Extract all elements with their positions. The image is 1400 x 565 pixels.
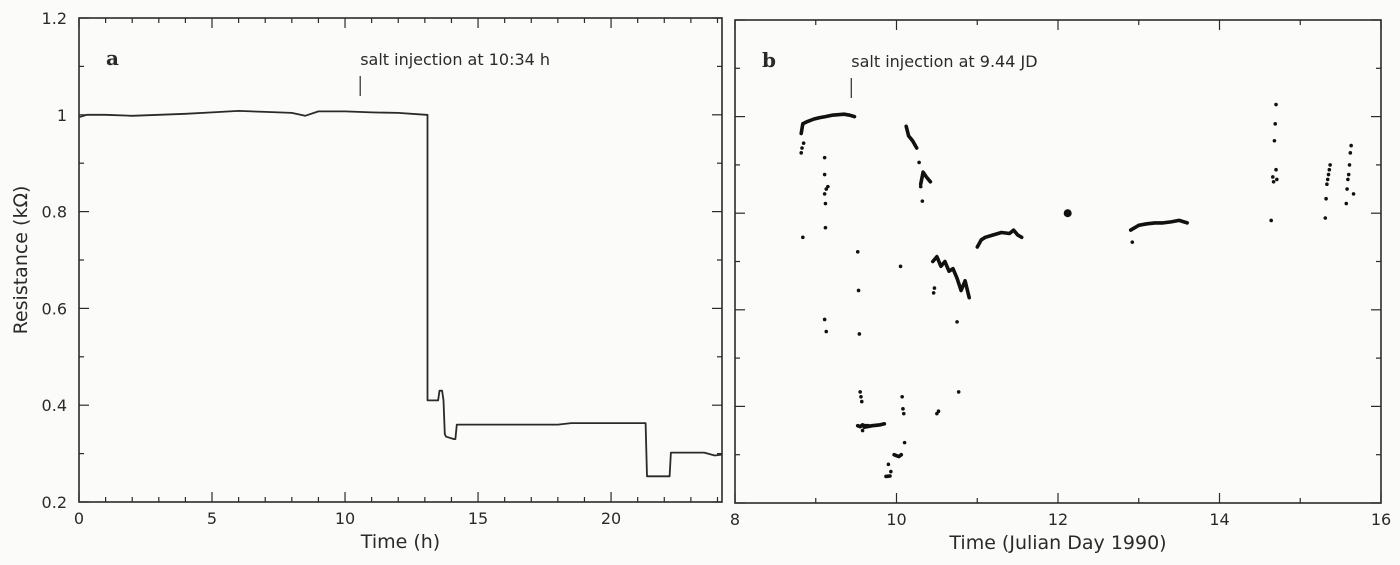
data-point — [1274, 168, 1278, 172]
data-point — [1352, 192, 1356, 196]
panel-b-resistance-vs-julian-day: 8 10 12 14 16 Time (Julian Day 1990) b salt inj… — [730, 20, 1391, 554]
x-tick-label: 14 — [1209, 510, 1229, 529]
data-point — [1328, 168, 1332, 172]
data-line — [79, 111, 722, 476]
data-point — [919, 185, 923, 189]
x-axis-label: Time (Julian Day 1990) — [948, 532, 1166, 554]
data-point — [887, 463, 891, 467]
data-point — [1324, 197, 1328, 201]
data-point — [823, 192, 827, 196]
data-point — [1347, 173, 1351, 177]
data-point — [857, 289, 861, 293]
data-cluster — [894, 455, 901, 457]
data-point — [824, 330, 828, 334]
data-point — [1273, 122, 1277, 126]
data-point — [1327, 173, 1331, 177]
data-point — [1271, 175, 1275, 179]
data-point — [801, 236, 805, 240]
data-cluster — [977, 230, 1021, 247]
data-cluster — [801, 114, 854, 133]
data-point — [823, 173, 827, 177]
data-point — [889, 470, 893, 474]
data-point — [1349, 151, 1353, 155]
data-point — [856, 250, 860, 254]
x-tick-label: 10 — [335, 509, 355, 528]
plot-frame — [735, 20, 1381, 503]
data-point — [955, 320, 959, 324]
data-point — [1274, 103, 1278, 107]
data-point — [1326, 178, 1330, 182]
panel-letter: a — [106, 46, 119, 70]
data-point — [860, 400, 864, 404]
data-point — [901, 407, 905, 411]
data-point — [802, 141, 806, 145]
data-point-large — [1064, 209, 1072, 217]
y-tick-label: 1.2 — [42, 9, 67, 28]
data-point — [824, 202, 828, 206]
data-point — [1344, 202, 1348, 206]
data-point — [903, 441, 907, 445]
data-cluster — [921, 172, 931, 184]
salt-injection-annotation: salt injection at 9.44 JD — [851, 52, 1037, 71]
x-tick-label: 0 — [74, 509, 84, 528]
y-tick-label: 0.6 — [42, 299, 67, 318]
x-tick-label: 20 — [601, 509, 621, 528]
salt-injection-annotation: salt injection at 10:34 h — [360, 50, 550, 69]
data-point — [1323, 216, 1327, 220]
plot-frame — [79, 18, 722, 502]
data-point — [1130, 240, 1134, 244]
data-point — [899, 265, 903, 269]
data-point — [858, 332, 862, 336]
data-point — [900, 395, 904, 399]
data-point — [1275, 178, 1279, 182]
data-point — [823, 318, 827, 322]
data-cluster — [1131, 220, 1188, 230]
data-point — [1346, 178, 1350, 182]
data-point — [861, 429, 865, 433]
x-tick-label: 8 — [730, 510, 740, 529]
y-tick-label: 0.2 — [42, 493, 67, 512]
data-point — [957, 390, 961, 394]
data-point — [1328, 163, 1332, 167]
x-tick-label: 5 — [207, 509, 217, 528]
data-point — [826, 185, 830, 189]
data-point — [799, 151, 803, 155]
data-point — [1269, 219, 1273, 223]
data-point — [1272, 180, 1276, 184]
data-point — [937, 409, 941, 413]
x-tick-label: 10 — [886, 510, 906, 529]
y-axis-label: Resistance (kΩ) — [10, 186, 32, 335]
data-point — [800, 146, 804, 150]
data-point — [823, 156, 827, 160]
x-tick-label: 12 — [1048, 510, 1068, 529]
data-point — [917, 161, 921, 165]
data-point — [933, 286, 937, 290]
data-point — [1345, 187, 1349, 191]
data-point — [1273, 139, 1277, 143]
data-point — [902, 412, 906, 416]
data-point — [1349, 144, 1353, 148]
data-point — [1348, 163, 1352, 167]
x-axis-label: Time (h) — [360, 531, 440, 553]
data-cluster — [906, 126, 917, 148]
data-point — [921, 199, 925, 203]
y-tick-label: 1 — [57, 106, 67, 125]
data-point — [859, 395, 863, 399]
data-point — [824, 226, 828, 230]
y-tick-label: 0.8 — [42, 203, 67, 222]
x-tick-label: 15 — [468, 509, 488, 528]
data-cluster — [933, 257, 969, 298]
panel-letter: b — [762, 48, 776, 72]
panel-a-resistance-vs-time-hours: 0 5 10 15 20 0.2 0.4 0.6 0.8 1 1.2 Time (h) a salt in… — [42, 9, 722, 553]
data-point — [858, 390, 862, 394]
data-point — [1325, 182, 1329, 186]
x-tick-label: 16 — [1371, 510, 1391, 529]
data-point — [932, 291, 936, 295]
y-tick-label: 0.4 — [42, 396, 67, 415]
